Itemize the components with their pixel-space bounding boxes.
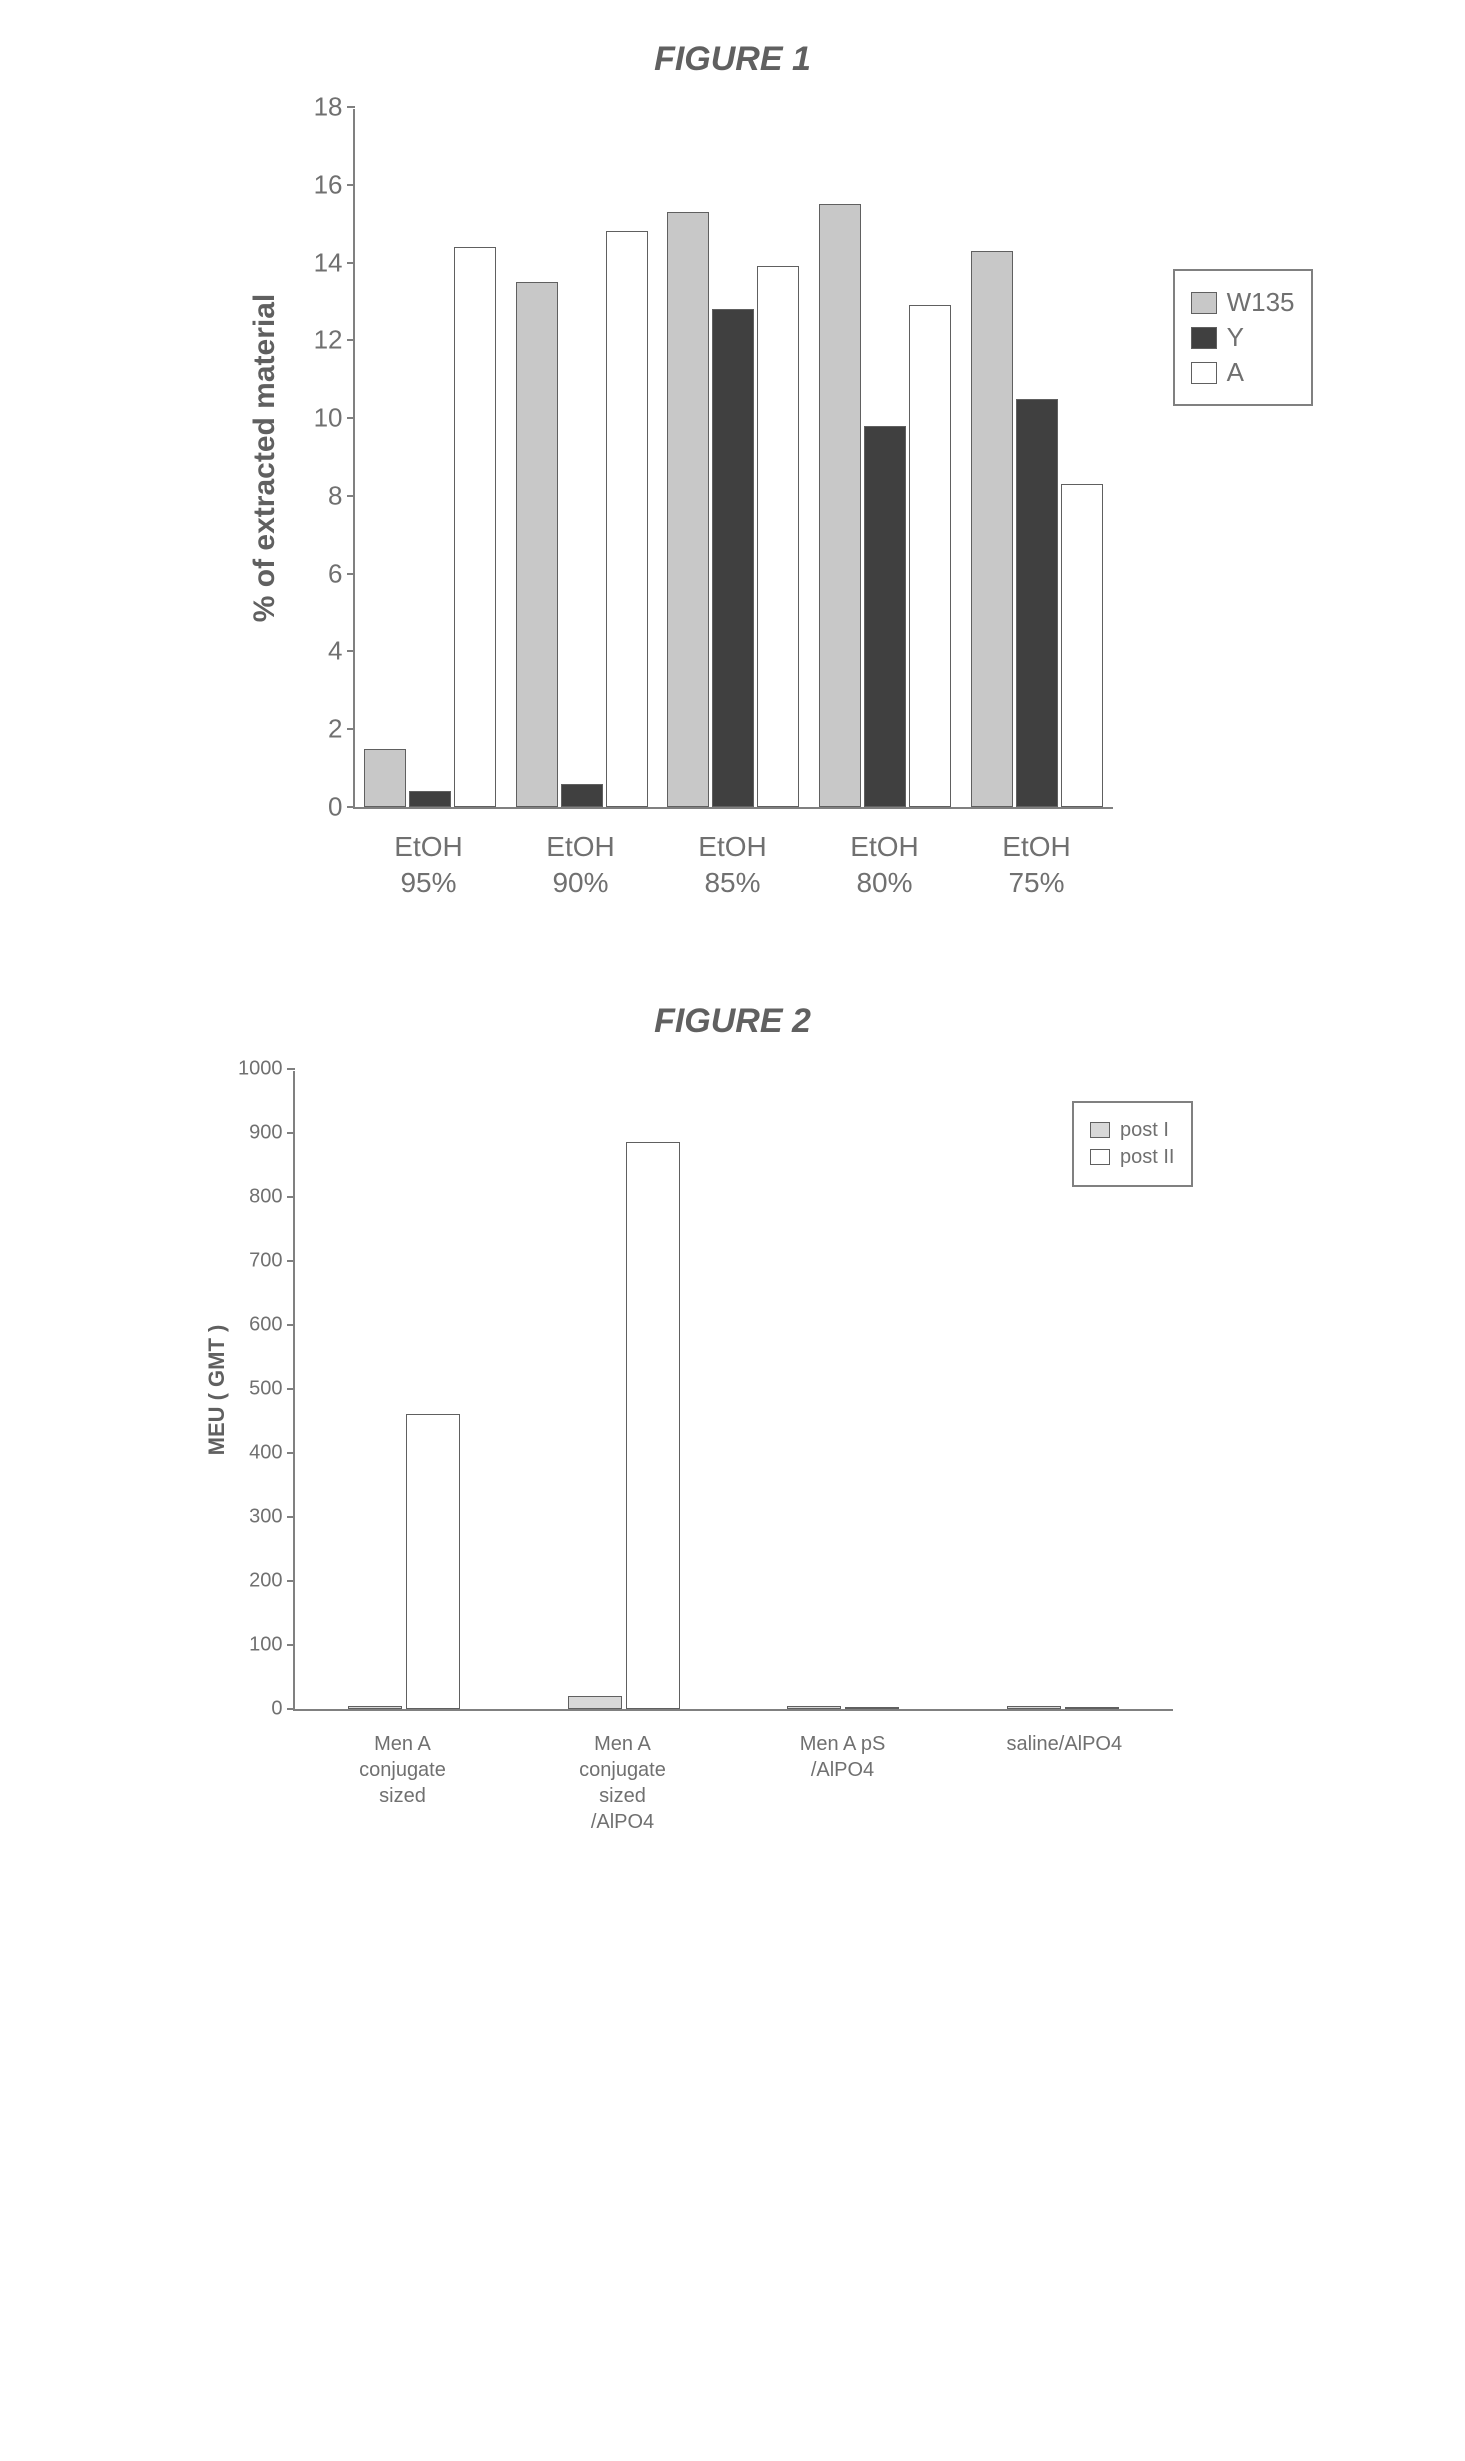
fig2-legend-label: post I xyxy=(1120,1119,1169,1142)
figure-2-chart: MEU ( GMT )01002003004005006007008009001… xyxy=(80,1071,1385,1835)
fig1-legend: W135 YA xyxy=(1173,269,1313,406)
fig1-bar-group xyxy=(667,109,799,807)
fig1-ytick-mark xyxy=(347,728,355,730)
fig2-y-axis-title: MEU ( GMT ) xyxy=(204,1324,230,1455)
fig2-plot-area: MEU ( GMT )01002003004005006007008009001… xyxy=(293,1071,1173,1711)
fig1-bar xyxy=(864,426,906,807)
fig2-legend: post I post II xyxy=(1072,1101,1192,1187)
fig1-legend-item: Y xyxy=(1191,322,1295,353)
fig1-legend-swatch xyxy=(1191,327,1217,349)
fig1-bar xyxy=(1061,484,1103,807)
fig1-bars-row xyxy=(355,109,1113,807)
fig2-legend-label: post II xyxy=(1120,1146,1174,1169)
fig2-bars-row xyxy=(295,1071,1173,1709)
fig1-ytick-mark xyxy=(347,806,355,808)
figure-1-title: FIGURE 1 xyxy=(80,40,1385,79)
fig1-bar xyxy=(561,784,603,807)
fig1-legend-label: A xyxy=(1227,357,1244,388)
fig2-bar xyxy=(845,1707,899,1709)
fig1-ytick-mark xyxy=(347,262,355,264)
fig1-x-label: EtOH 85% xyxy=(667,829,799,902)
fig2-bar xyxy=(787,1706,841,1709)
fig1-x-label: EtOH 90% xyxy=(515,829,647,902)
fig2-bar xyxy=(1065,1707,1119,1709)
fig1-y-axis-title: % of extracted material xyxy=(248,294,282,622)
fig1-bar xyxy=(667,212,709,807)
fig1-bar-group xyxy=(971,109,1103,807)
figure-2-title: FIGURE 2 xyxy=(80,1002,1385,1041)
fig1-bar xyxy=(819,204,861,807)
fig1-bar xyxy=(712,309,754,807)
fig1-legend-label: W135 xyxy=(1227,287,1295,318)
fig2-legend-swatch xyxy=(1090,1149,1110,1165)
fig1-bar-group xyxy=(516,109,648,807)
fig1-ytick-mark xyxy=(347,650,355,652)
fig2-bar-group xyxy=(348,1071,460,1709)
figure-2: FIGURE 2 MEU ( GMT )01002003004005006007… xyxy=(80,1002,1385,1835)
fig2-legend-item: post II xyxy=(1090,1146,1174,1169)
fig2-bar xyxy=(348,1706,402,1709)
fig2-bar-group xyxy=(568,1071,680,1709)
fig2-bar xyxy=(1007,1706,1061,1709)
fig1-x-label: EtOH 75% xyxy=(971,829,1103,902)
fig2-ytick-mark xyxy=(287,1068,295,1070)
fig1-bar xyxy=(516,282,558,807)
fig2-ytick-mark xyxy=(287,1196,295,1198)
fig1-bar xyxy=(606,231,648,807)
fig1-plot-area: % of extracted material024681012141618 xyxy=(353,109,1113,809)
fig1-legend-label: Y xyxy=(1227,322,1244,353)
figure-1: FIGURE 1 % of extracted material02468101… xyxy=(80,40,1385,902)
fig1-legend-swatch xyxy=(1191,362,1217,384)
fig1-x-labels: EtOH 95% EtOH 90% EtOH 85% EtOH 80% EtOH 75% xyxy=(353,829,1113,902)
fig2-ytick-mark xyxy=(287,1452,295,1454)
fig1-ytick-mark xyxy=(347,184,355,186)
fig1-legend-item: A xyxy=(1191,357,1295,388)
fig2-bar xyxy=(626,1142,680,1708)
fig2-x-labels: Men A conjugate sized Men A conjugate siz… xyxy=(293,1731,1173,1835)
fig1-ytick-mark xyxy=(347,495,355,497)
fig2-ytick-mark xyxy=(287,1516,295,1518)
fig2-bar-group xyxy=(787,1071,899,1709)
fig1-bar xyxy=(971,251,1013,807)
fig2-bar xyxy=(568,1696,622,1709)
fig1-bar-group xyxy=(364,109,496,807)
fig1-legend-swatch xyxy=(1191,292,1217,314)
fig1-bar xyxy=(364,749,406,807)
figure-1-chart: % of extracted material024681012141618 Et… xyxy=(80,109,1385,902)
fig2-ytick-mark xyxy=(287,1644,295,1646)
fig1-ytick-mark xyxy=(347,573,355,575)
fig2-ytick-mark xyxy=(287,1324,295,1326)
fig2-legend-swatch xyxy=(1090,1122,1110,1138)
fig2-ytick-mark xyxy=(287,1708,295,1710)
fig2-x-label: Men A pS /AlPO4 xyxy=(787,1731,899,1835)
fig1-x-label: EtOH 80% xyxy=(819,829,951,902)
fig1-bar xyxy=(757,266,799,807)
fig1-bar-group xyxy=(819,109,951,807)
fig1-bar xyxy=(1016,399,1058,807)
fig2-bar xyxy=(406,1414,460,1708)
fig1-legend-item: W135 xyxy=(1191,287,1295,318)
fig2-ytick-mark xyxy=(287,1580,295,1582)
fig2-ytick-mark xyxy=(287,1132,295,1134)
fig2-x-label: saline/AlPO4 xyxy=(1007,1731,1119,1835)
fig1-x-label: EtOH 95% xyxy=(363,829,495,902)
fig1-ytick-mark xyxy=(347,339,355,341)
fig2-ytick-mark xyxy=(287,1260,295,1262)
fig2-x-label: Men A conjugate sized /AlPO4 xyxy=(567,1731,679,1835)
fig2-x-label: Men A conjugate sized xyxy=(347,1731,459,1835)
fig1-ytick-mark xyxy=(347,106,355,108)
fig1-bar xyxy=(409,791,451,807)
fig2-ytick-mark xyxy=(287,1388,295,1390)
fig1-bar xyxy=(909,305,951,807)
fig1-bar xyxy=(454,247,496,807)
fig2-legend-item: post I xyxy=(1090,1119,1174,1142)
fig1-ytick-mark xyxy=(347,417,355,419)
